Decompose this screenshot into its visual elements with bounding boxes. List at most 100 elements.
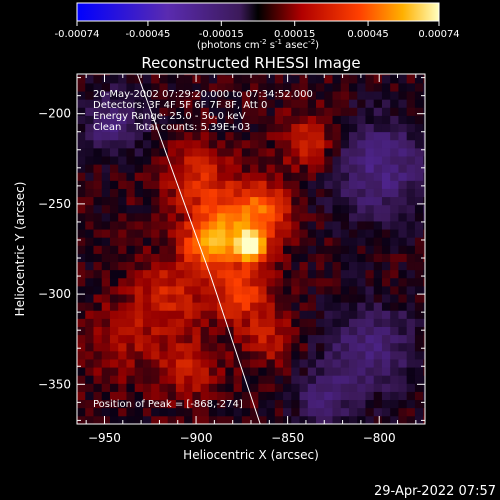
heatmap-cell bbox=[200, 383, 210, 392]
heatmap-cell bbox=[340, 245, 350, 254]
heatmap-cell bbox=[274, 221, 284, 230]
heatmap-cell bbox=[151, 172, 160, 181]
heatmap-cell bbox=[126, 302, 136, 311]
heatmap-cell bbox=[373, 221, 383, 230]
heatmap-cell bbox=[93, 164, 103, 173]
heatmap-cell bbox=[406, 156, 416, 165]
heatmap-cell bbox=[184, 172, 193, 181]
heatmap-cell bbox=[233, 261, 243, 271]
heatmap-cell bbox=[159, 359, 169, 368]
heatmap-cell bbox=[241, 326, 251, 336]
heatmap-cell bbox=[340, 74, 350, 76]
heatmap-cell bbox=[291, 367, 300, 376]
heatmap-cell bbox=[398, 156, 408, 165]
heatmap-cell bbox=[241, 245, 251, 254]
heatmap-cell bbox=[217, 115, 226, 125]
heatmap-cell bbox=[159, 99, 169, 108]
heatmap-cell bbox=[85, 164, 94, 173]
heatmap-cell bbox=[365, 147, 375, 157]
heatmap-cell bbox=[200, 107, 210, 116]
heatmap-cell bbox=[225, 415, 234, 424]
heatmap-cell bbox=[274, 156, 284, 165]
heatmap-cell bbox=[258, 131, 267, 141]
heatmap-cell bbox=[151, 147, 160, 157]
heatmap-cell bbox=[93, 391, 103, 401]
heatmap-cell bbox=[134, 237, 144, 246]
heatmap-cell bbox=[307, 74, 317, 84]
heatmap-cell bbox=[274, 172, 284, 181]
heatmap-cell bbox=[291, 253, 300, 263]
heatmap-cell bbox=[373, 253, 383, 263]
heatmap-cell bbox=[192, 212, 202, 222]
heatmap-cell bbox=[307, 294, 317, 303]
heatmap-cell bbox=[250, 212, 259, 222]
heatmap-cell bbox=[390, 188, 399, 198]
heatmap-cell bbox=[340, 399, 350, 409]
heatmap-cell bbox=[340, 131, 350, 141]
heatmap-cell bbox=[175, 375, 185, 384]
heatmap-cell bbox=[241, 83, 251, 92]
heatmap-cell bbox=[167, 180, 177, 189]
heatmap-cell bbox=[184, 407, 193, 417]
heatmap-cell bbox=[414, 399, 424, 409]
heatmap-cell bbox=[340, 302, 350, 311]
heatmap-cell bbox=[266, 383, 276, 392]
heatmap-cell bbox=[241, 156, 251, 165]
heatmap-cell bbox=[126, 375, 136, 384]
heatmap-cell bbox=[126, 221, 136, 230]
heatmap-cell bbox=[373, 99, 383, 108]
heatmap-cell bbox=[93, 318, 103, 327]
heatmap-cell bbox=[348, 229, 358, 238]
heatmap-cell bbox=[373, 74, 383, 84]
heatmap-cell bbox=[299, 74, 309, 76]
heatmap-cell bbox=[414, 253, 424, 263]
heatmap-cell bbox=[93, 188, 103, 198]
heatmap-cell bbox=[332, 237, 342, 246]
heatmap-cell bbox=[283, 107, 292, 116]
heatmap-cell bbox=[241, 123, 251, 133]
heatmap-cell bbox=[390, 204, 399, 214]
heatmap-cell bbox=[142, 350, 152, 360]
heatmap-cell bbox=[357, 204, 366, 214]
heatmap-cell bbox=[184, 310, 193, 319]
heatmap-cell bbox=[316, 99, 325, 108]
heatmap-cell bbox=[390, 180, 399, 189]
heatmap-cell bbox=[332, 156, 342, 165]
heatmap-cell bbox=[365, 115, 375, 125]
heatmap-cell bbox=[258, 253, 267, 263]
heatmap-cell bbox=[241, 212, 251, 222]
heatmap-cell bbox=[324, 269, 333, 279]
heatmap-cell bbox=[274, 277, 284, 287]
heatmap-cell bbox=[192, 156, 202, 165]
heatmap-cell bbox=[307, 407, 317, 417]
heatmap-cell bbox=[109, 342, 119, 352]
heatmap-cell bbox=[109, 269, 119, 279]
heatmap-cell bbox=[142, 253, 152, 263]
heatmap-cell bbox=[390, 391, 399, 401]
heatmap-cell bbox=[307, 172, 317, 181]
heatmap-cell bbox=[373, 156, 383, 165]
heatmap-cell bbox=[299, 115, 309, 125]
heatmap-cell bbox=[406, 172, 416, 181]
heatmap-cell bbox=[398, 164, 408, 173]
heatmap-cell bbox=[348, 147, 358, 157]
heatmap-cell bbox=[192, 285, 202, 295]
heatmap-cell bbox=[390, 131, 399, 141]
heatmap-cell bbox=[324, 334, 333, 344]
heatmap-cell bbox=[159, 261, 169, 271]
heatmap-cell bbox=[200, 350, 210, 360]
heatmap-cell bbox=[93, 261, 103, 271]
heatmap-cell bbox=[283, 261, 292, 271]
heatmap-cell bbox=[299, 123, 309, 133]
heatmap-cell bbox=[175, 164, 185, 173]
heatmap-cell bbox=[365, 383, 375, 392]
heatmap-cell bbox=[134, 172, 144, 181]
heatmap-cell bbox=[233, 350, 243, 360]
heatmap-cell bbox=[200, 164, 210, 173]
heatmap-cell bbox=[414, 350, 424, 360]
heatmap-cell bbox=[200, 74, 210, 76]
heatmap-cell bbox=[93, 204, 103, 214]
heatmap-cell bbox=[340, 180, 350, 189]
heatmap-cell bbox=[291, 180, 300, 189]
heatmap-cell bbox=[274, 115, 284, 125]
